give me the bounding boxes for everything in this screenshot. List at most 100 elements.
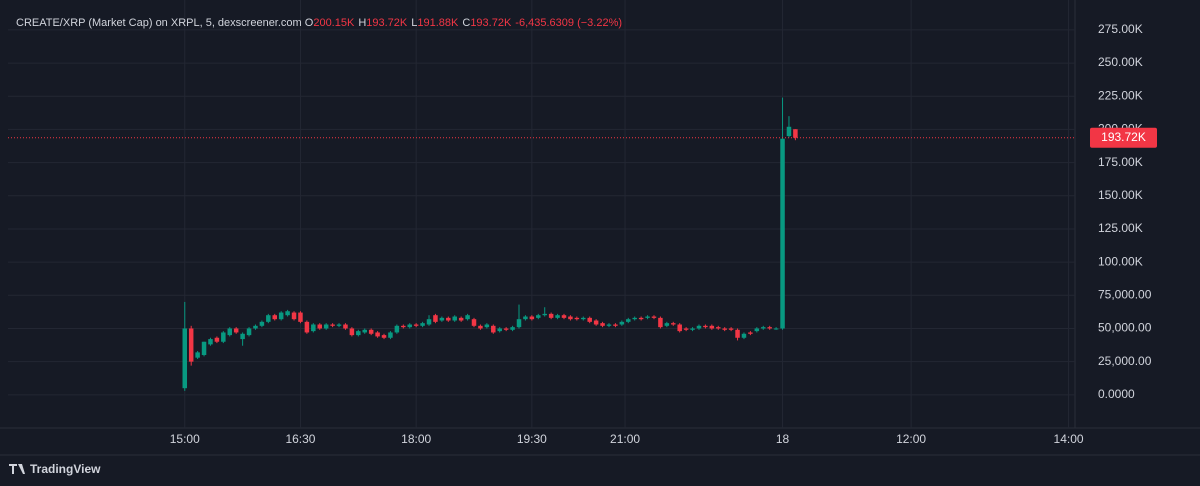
candle-body <box>285 311 290 316</box>
candle-body <box>555 315 560 318</box>
candle-body <box>516 319 522 328</box>
candle-body <box>298 312 303 322</box>
candle-body <box>465 315 470 320</box>
candle-body <box>626 319 631 322</box>
candle-body <box>304 321 310 333</box>
candle-body <box>651 316 657 318</box>
candle-body <box>741 333 747 338</box>
candle-body <box>368 329 374 334</box>
candle-body <box>716 327 721 329</box>
candle-body <box>375 332 380 337</box>
candle-body <box>581 317 586 320</box>
candle-body <box>227 328 233 336</box>
candle-body <box>458 317 464 321</box>
candle-body <box>593 320 599 325</box>
candle-body <box>394 325 400 333</box>
candle-body <box>471 319 477 326</box>
candle-body <box>574 317 580 320</box>
ohlc-value: 193.72K <box>366 17 408 29</box>
candle-body <box>381 335 387 338</box>
candle-body <box>523 316 528 320</box>
candle-body <box>452 316 457 321</box>
candle-body <box>542 313 547 316</box>
candle-body <box>529 316 535 320</box>
candle-body <box>446 317 451 321</box>
candle-body <box>362 329 367 333</box>
y-tick-label: 100.00K <box>1098 254 1143 268</box>
candle-body <box>420 323 425 326</box>
candle-body <box>671 323 676 325</box>
candle-body <box>709 325 715 329</box>
ohlc-key: H <box>358 17 367 29</box>
ohlc-value: 200.15K <box>313 17 355 29</box>
candle-body <box>259 321 265 326</box>
brand: TradingView <box>30 462 101 476</box>
candle-body <box>491 325 496 333</box>
y-tick-label: 25,000.00 <box>1098 354 1152 368</box>
ohlc-key: O <box>304 17 314 29</box>
candle-body <box>722 328 727 330</box>
candle-body <box>246 328 252 336</box>
price-tag <box>1090 127 1157 148</box>
candle-body <box>767 327 772 329</box>
candle-body <box>536 315 541 318</box>
candle-body <box>632 317 637 320</box>
candle-body <box>426 319 432 325</box>
candle-body <box>690 328 695 330</box>
legend-header: CREATE/XRP (Market Cap) on XRPL, 5, dexs… <box>16 17 626 29</box>
candle-body <box>728 328 734 330</box>
candle-body <box>201 341 207 356</box>
candle-body <box>786 126 792 137</box>
change: -6,435.6309 (−3.22%) <box>515 17 623 29</box>
x-tick-label: 19:30 <box>517 432 547 446</box>
ohlc-value: 191.88K <box>417 17 459 29</box>
candle-body <box>638 317 644 320</box>
candle-body <box>600 323 605 326</box>
candle-body <box>568 316 573 320</box>
candle-body <box>278 312 284 320</box>
candle-body <box>664 323 670 326</box>
candle-body <box>587 317 592 322</box>
brand-logo <box>9 464 25 474</box>
candle-body <box>291 312 297 320</box>
candle-body <box>606 324 612 326</box>
x-tick-label: 16:30 <box>285 432 315 446</box>
candle-body <box>240 333 245 340</box>
candle-body <box>703 325 708 328</box>
candle-body <box>793 129 798 138</box>
x-tick-label: 21:00 <box>610 432 640 446</box>
y-tick-label: 75,000.00 <box>1098 287 1152 301</box>
candle-body <box>214 337 220 342</box>
candle-body <box>208 339 213 345</box>
x-tick-label: 18:00 <box>401 432 431 446</box>
x-tick-label: 12:00 <box>896 432 926 446</box>
ohlc-value: 193.72K <box>470 17 512 29</box>
candle-body <box>510 327 515 330</box>
y-tick-label: 175.00K <box>1098 155 1143 169</box>
candle-body <box>503 328 509 330</box>
candle-body <box>413 324 419 326</box>
candle-body <box>317 324 322 329</box>
candle-body <box>330 324 335 326</box>
y-tick-label: 275.00K <box>1098 22 1143 36</box>
candle-body <box>645 316 650 318</box>
candle-body <box>677 324 682 332</box>
candle-body <box>439 317 445 321</box>
candle-body <box>754 328 760 332</box>
candle-body <box>484 324 490 328</box>
candle-body <box>613 324 618 326</box>
ohlc-key: L <box>411 17 418 29</box>
candle-body <box>735 329 740 338</box>
candle-body <box>311 324 316 332</box>
candle-body <box>780 138 785 329</box>
y-tick-label: 50,000.00 <box>1098 321 1152 335</box>
x-tick-label: 14:00 <box>1054 432 1084 446</box>
candle-body <box>195 352 200 358</box>
price-tag-label: 193.72K <box>1101 130 1146 144</box>
symbol-title: CREATE/XRP (Market Cap) on XRPL, 5, dexs… <box>16 17 302 29</box>
candle-body <box>478 325 483 329</box>
x-tick-label: 15:00 <box>170 432 200 446</box>
candle-body <box>407 324 412 328</box>
candle-body <box>497 328 502 332</box>
candle-body <box>221 332 226 342</box>
